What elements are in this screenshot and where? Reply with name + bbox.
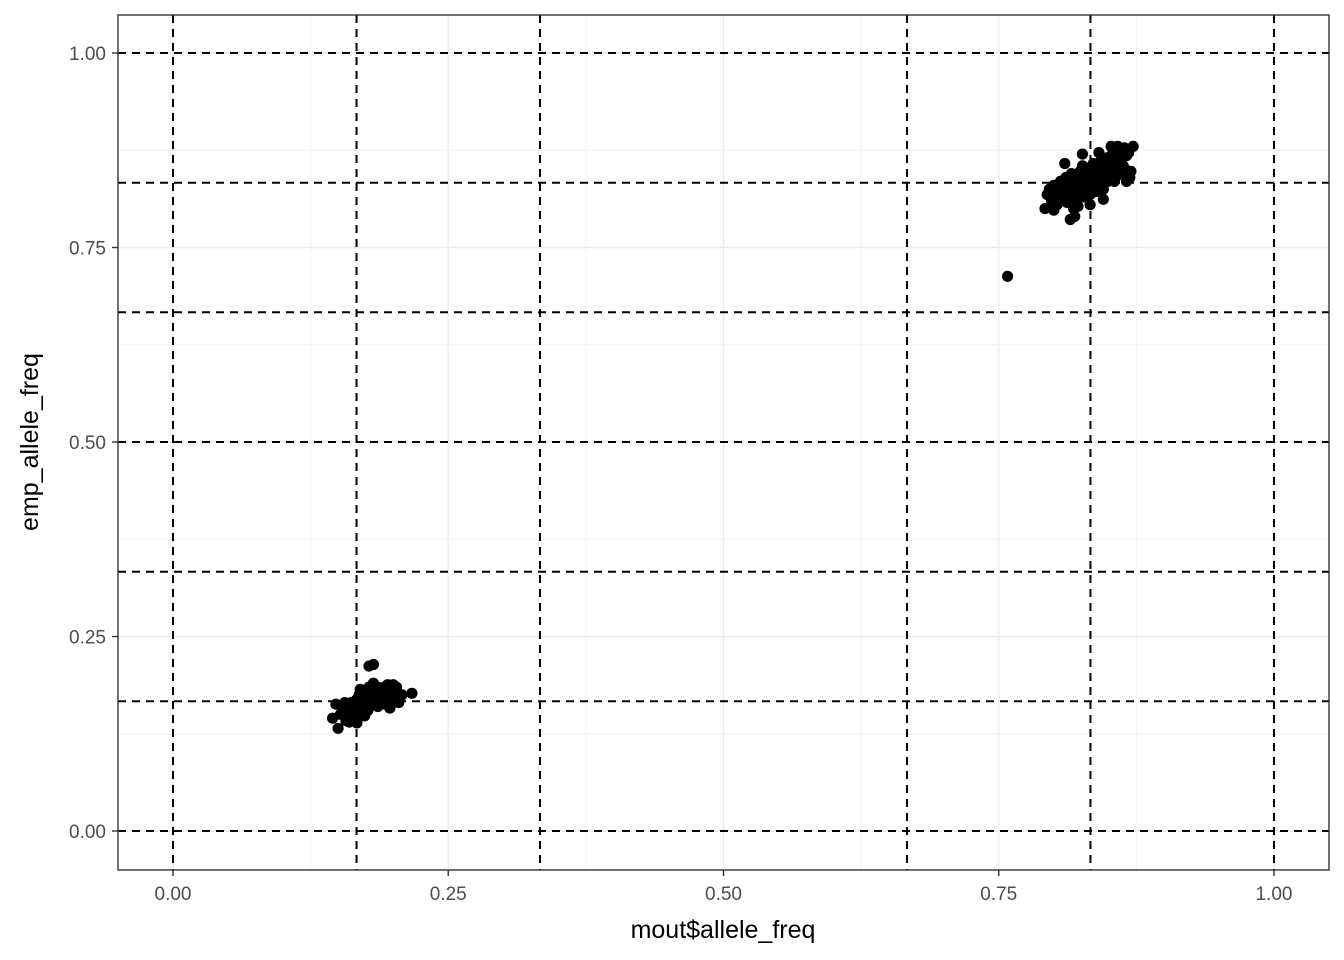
data-point	[1093, 147, 1105, 159]
data-point	[1048, 204, 1060, 216]
data-point	[1002, 270, 1014, 282]
data-point	[332, 722, 344, 734]
data-point	[1054, 181, 1066, 193]
data-point	[339, 697, 351, 709]
x-axis-ticks: 0.00 0.25 0.50 0.75 1.00	[155, 870, 1293, 905]
data-point	[1105, 140, 1117, 152]
x-tick-label: 0.00	[155, 884, 192, 905]
y-axis-title: emp_allele_freq	[16, 353, 44, 531]
y-tick-label: 0.75	[69, 239, 106, 260]
data-point	[354, 683, 366, 696]
x-tick-label: 0.75	[980, 884, 1017, 905]
data-point	[1090, 179, 1102, 191]
y-tick-label: 0.50	[69, 433, 106, 454]
data-point	[1076, 148, 1088, 160]
data-point	[406, 687, 418, 699]
y-axis-ticks: 0.00 0.25 0.50 0.75 1.00	[69, 44, 118, 843]
data-point	[1124, 171, 1136, 184]
x-tick-label: 1.00	[1256, 884, 1293, 905]
y-tick-label: 0.25	[69, 628, 106, 649]
data-point	[1108, 175, 1120, 187]
data-point	[1059, 157, 1071, 170]
data-point	[372, 700, 384, 713]
reference-lines	[118, 15, 1329, 870]
y-tick-label: 1.00	[69, 44, 106, 65]
x-tick-label: 0.25	[430, 884, 467, 905]
x-tick-label: 0.50	[705, 884, 742, 905]
data-point	[1127, 140, 1139, 152]
data-point	[359, 710, 371, 722]
data-point	[367, 658, 379, 671]
data-points	[327, 140, 1139, 734]
x-axis-title: mout$allele_freq	[631, 916, 816, 944]
data-point	[396, 689, 408, 701]
data-point	[1068, 203, 1080, 215]
y-tick-label: 0.00	[69, 822, 106, 843]
data-point	[387, 679, 399, 691]
data-point	[1097, 193, 1109, 205]
data-point	[343, 716, 355, 728]
data-point	[1076, 160, 1088, 172]
data-point	[378, 689, 390, 701]
data-point	[1039, 203, 1051, 215]
data-point	[1081, 191, 1093, 203]
